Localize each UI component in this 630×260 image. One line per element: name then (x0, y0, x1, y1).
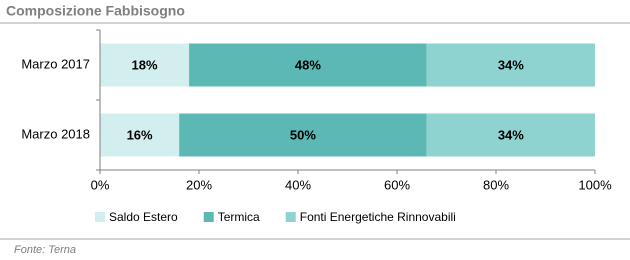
x-tick-label: 100% (578, 177, 612, 192)
value-label: 34% (498, 57, 524, 72)
value-label: 18% (132, 57, 158, 72)
x-tick-label: 60% (384, 177, 410, 192)
x-tick-label: 40% (285, 177, 311, 192)
legend-swatch (285, 212, 296, 222)
legend-label: Saldo Estero (109, 210, 178, 224)
value-label: 48% (295, 57, 321, 72)
chart-title: Composizione Fabbisogno (6, 3, 185, 19)
bar-segment (179, 113, 427, 157)
y-tick-label: Marzo 2018 (21, 126, 90, 141)
value-label: 50% (290, 127, 316, 142)
x-tick-label: 0% (91, 177, 110, 192)
y-tick-label: Marzo 2017 (21, 56, 90, 71)
x-tick-label: 80% (483, 177, 509, 192)
legend-label: Fonti Energetiche Rinnovabili (300, 210, 456, 224)
bar-segment (426, 113, 595, 157)
source-note: Fonte: Terna (14, 244, 76, 256)
legend-swatch (203, 212, 214, 222)
x-tick-label: 20% (186, 177, 212, 192)
value-label: 16% (127, 127, 153, 142)
bar-segment (100, 43, 190, 87)
legend-swatch (95, 212, 105, 222)
legend-label: Termica (218, 210, 260, 224)
bar-segment (426, 43, 595, 87)
bar-segment (100, 113, 180, 157)
value-label: 34% (498, 127, 524, 142)
bar-segment (189, 43, 427, 87)
